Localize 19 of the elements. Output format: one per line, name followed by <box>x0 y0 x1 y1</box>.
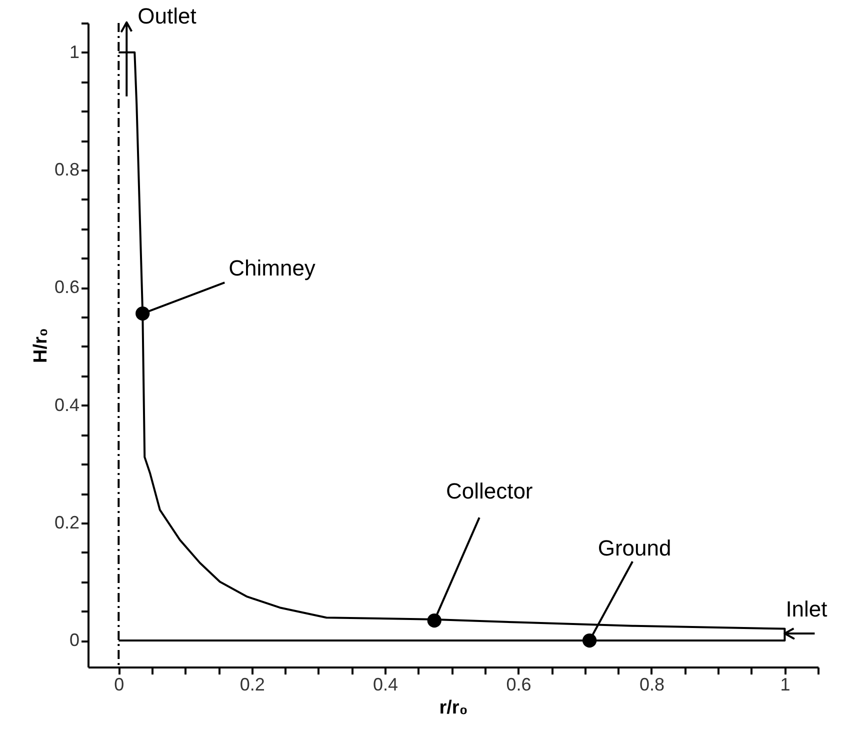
annotation: Inlet <box>786 596 828 622</box>
x-tick-label: 0.6 <box>506 674 532 694</box>
annotation: Ground <box>598 536 672 561</box>
y-axis-title: H/r₀ <box>30 328 52 363</box>
x-axis-title: r/r₀ <box>439 698 468 718</box>
x-tick-label: 0.4 <box>373 674 398 694</box>
annotation: Chimney <box>228 256 316 281</box>
y-tick-label: 0.6 <box>54 277 80 298</box>
x-tick-label: 1 <box>780 674 790 694</box>
y-tick-label: 0 <box>69 630 80 650</box>
y-tick-label: 0.2 <box>54 512 80 532</box>
annotation: Outlet <box>138 3 196 28</box>
annotation: Collector <box>446 478 533 504</box>
y-tick-label: 0.4 <box>54 394 80 415</box>
x-tick-label: 0.2 <box>240 674 265 694</box>
y-tick-label: 0.8 <box>54 160 80 180</box>
x-tick-label: 0 <box>114 674 124 694</box>
x-tick-label: 0.8 <box>639 674 664 694</box>
y-tick-label: 1 <box>69 42 80 62</box>
